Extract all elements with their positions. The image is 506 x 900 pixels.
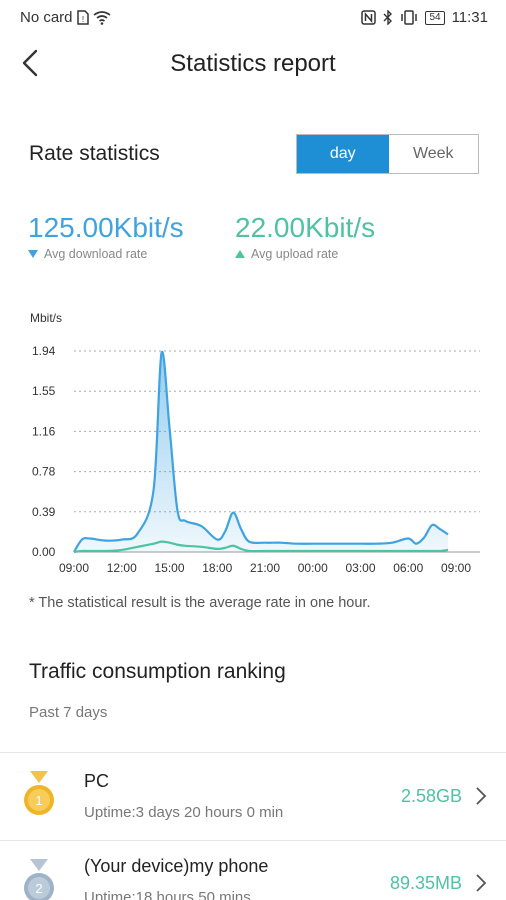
- x-tick-label: 03:00: [345, 561, 375, 575]
- device-usage: 89.35MB: [389, 873, 462, 893]
- x-tick-label: 21:00: [250, 561, 280, 575]
- period-toggle: day Week: [296, 134, 479, 174]
- y-tick-label: 0.00: [32, 545, 56, 559]
- y-tick-label: 1.94: [32, 344, 56, 358]
- upload-series-line: [73, 540, 449, 554]
- status-bar: No card ! 54 11:31: [0, 0, 506, 36]
- silver-medal-icon: 2: [24, 859, 54, 900]
- wifi-icon: [93, 10, 111, 25]
- device-name: (Your device)my phone: [84, 856, 269, 876]
- x-tick-label: 15:00: [154, 561, 184, 575]
- day-tab[interactable]: day: [297, 135, 389, 173]
- y-tick-label: 0.39: [32, 505, 56, 519]
- x-tick-label: 06:00: [393, 561, 423, 575]
- bluetooth-icon: [383, 10, 393, 25]
- device-row-my-phone[interactable]: 2 (Your device)my phone Uptime:18 hours …: [0, 841, 506, 900]
- rate-statistics-heading: Rate statistics: [29, 142, 160, 165]
- ranking-period-label: Past 7 days: [29, 704, 108, 721]
- x-tick-label: 00:00: [298, 561, 328, 575]
- avg-download-label: Avg download rate: [44, 247, 148, 261]
- medal-rank: 2: [35, 881, 42, 896]
- traffic-ranking-heading: Traffic consumption ranking: [29, 660, 286, 683]
- week-tab[interactable]: Week: [388, 135, 478, 173]
- battery-icon: 54: [425, 10, 445, 25]
- avg-upload-stat: 22.00Kbit/s Avg upload rate: [235, 212, 375, 261]
- sim-icon: !: [76, 10, 89, 25]
- chevron-right-icon: [476, 874, 487, 892]
- upload-arrow-icon: [235, 250, 245, 258]
- device-uptime: Uptime:3 days 20 hours 0 min: [84, 804, 284, 821]
- avg-download-value: 125.00Kbit/s: [28, 212, 184, 243]
- medal-rank: 1: [35, 793, 42, 808]
- divider: [0, 840, 506, 841]
- x-tick-label: 12:00: [107, 561, 137, 575]
- x-tick-label: 09:00: [441, 561, 471, 575]
- device-row-pc[interactable]: 1 PC Uptime:3 days 20 hours 0 min 2.58GB: [0, 753, 506, 841]
- y-axis-unit-label: Mbit/s: [30, 311, 62, 325]
- app-header: Statistics report: [0, 36, 506, 92]
- download-series-line: [73, 350, 449, 553]
- chevron-right-icon: [476, 787, 487, 805]
- gold-medal-icon: 1: [24, 771, 54, 815]
- clock-text: 11:31: [451, 9, 488, 26]
- vibrate-icon: [401, 10, 418, 25]
- divider: [0, 752, 506, 753]
- svg-text:!: !: [81, 15, 83, 24]
- carrier-text: No card: [20, 9, 73, 26]
- download-area: [74, 351, 449, 552]
- chart-footnote: * The statistical result is the average …: [29, 595, 371, 611]
- x-tick-label: 18:00: [202, 561, 232, 575]
- avg-download-stat: 125.00Kbit/s Avg download rate: [28, 212, 184, 261]
- rate-chart: Mbit/s 0.00 0.39 0.78 1.16 1.55 1.94 09:00 12:…: [30, 311, 480, 575]
- y-tick-label: 1.55: [32, 384, 56, 398]
- avg-upload-value: 22.00Kbit/s: [235, 212, 376, 243]
- y-tick-label: 0.78: [32, 465, 56, 479]
- nfc-icon: [361, 10, 377, 25]
- avg-upload-label: Avg upload rate: [251, 247, 339, 261]
- x-tick-label: 09:00: [59, 561, 89, 575]
- download-arrow-icon: [28, 250, 38, 258]
- device-uptime: Uptime:18 hours 50 mins: [84, 889, 251, 900]
- device-name: PC: [84, 771, 110, 791]
- y-tick-label: 1.16: [32, 424, 56, 438]
- chevron-left-icon: [22, 49, 38, 77]
- device-usage: 2.58GB: [400, 786, 462, 806]
- page-title: Statistics report: [170, 50, 336, 77]
- back-button[interactable]: [18, 48, 54, 80]
